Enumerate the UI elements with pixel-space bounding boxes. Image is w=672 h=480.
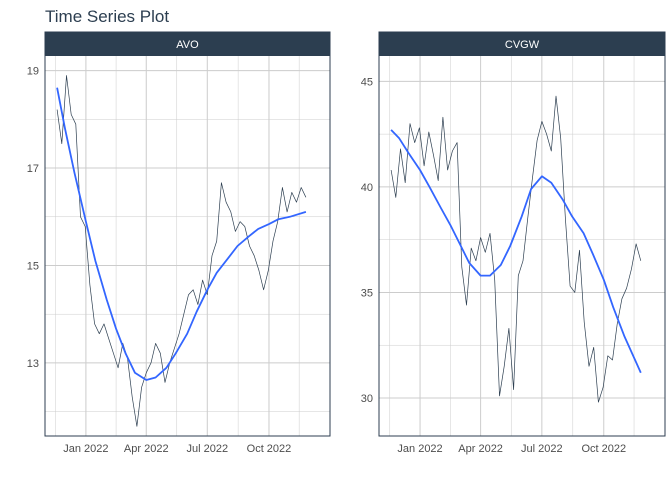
smooth-line <box>390 129 642 374</box>
x-tick-label: Oct 2022 <box>247 443 292 455</box>
x-tick-label: Jul 2022 <box>521 443 563 455</box>
y-tick-label: 45 <box>361 76 373 88</box>
y-tick-label: 30 <box>361 393 373 405</box>
x-tick-label: Apr 2022 <box>124 443 169 455</box>
price-line <box>56 75 307 427</box>
smooth-line <box>56 87 307 381</box>
panel-border <box>44 31 331 437</box>
y-tick-label: 17 <box>27 163 39 175</box>
y-tick-label: 35 <box>361 287 373 299</box>
chart-title: Time Series Plot <box>45 7 170 26</box>
x-tick-label: Jan 2022 <box>63 443 108 455</box>
strip-label: CVGW <box>505 39 540 51</box>
y-tick-label: 13 <box>27 358 39 370</box>
x-tick-label: Oct 2022 <box>581 443 626 455</box>
y-tick-label: 19 <box>27 66 39 78</box>
panel-border <box>378 31 666 437</box>
strip <box>379 32 665 56</box>
x-tick-label: Jul 2022 <box>186 443 228 455</box>
strip-label: AVO <box>176 39 199 51</box>
panel-avo: AVO 13 15 17 19 Jan 2022 Apr 2022 Jul 2022 Oct 2… <box>27 31 331 455</box>
y-tick-label: 40 <box>361 182 373 194</box>
y-tick-label: 15 <box>27 260 39 272</box>
x-tick-label: Jan 2022 <box>397 443 442 455</box>
strip <box>45 32 330 56</box>
price-line <box>390 95 642 403</box>
panel-cvgw: CVGW 30 35 40 45 Jan 2022 Apr 2022 Jul 2022 Oct … <box>361 31 666 455</box>
x-tick-label: Apr 2022 <box>458 443 503 455</box>
